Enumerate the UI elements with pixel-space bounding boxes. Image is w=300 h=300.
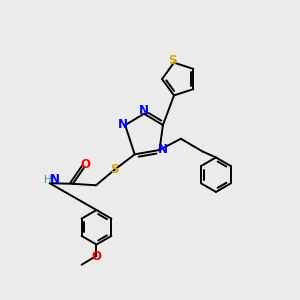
Text: O: O [81,158,91,171]
Text: N: N [158,143,167,156]
Text: N: N [139,104,148,117]
Text: H: H [44,175,52,184]
Text: S: S [168,54,177,67]
Text: N: N [50,173,60,186]
Text: N: N [118,118,128,131]
Text: O: O [92,250,101,263]
Text: S: S [110,163,119,176]
